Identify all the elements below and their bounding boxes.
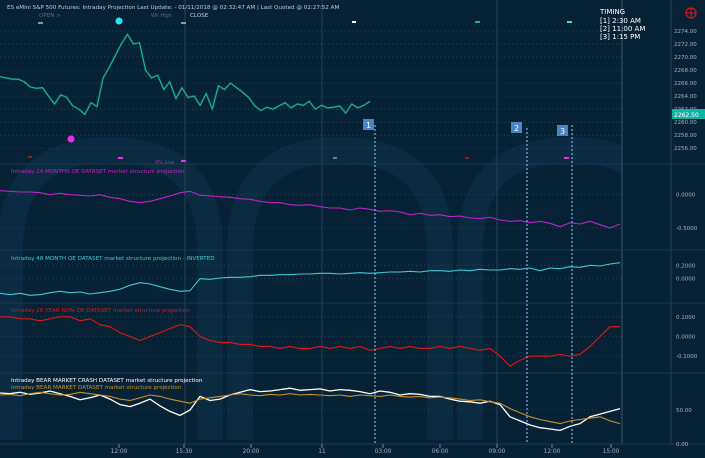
y-tick-label: 2258.00 bbox=[674, 133, 697, 139]
timing-item-1: [1] 2:30 AM bbox=[600, 17, 641, 25]
last-price-tag bbox=[672, 109, 705, 119]
marker-1-box bbox=[363, 119, 374, 130]
x-tick-label: 12:00 bbox=[544, 449, 561, 454]
bear-crash-label: Intraday BEAR MARKET CRASH DATASET marke… bbox=[11, 378, 203, 384]
series-line-qe24-0 bbox=[0, 190, 621, 229]
series-line-bear-0 bbox=[0, 387, 621, 432]
session-separators bbox=[184, 0, 498, 444]
timing-item-2: [2] 11:00 AM bbox=[600, 25, 645, 33]
x-tick-label: 06:00 bbox=[432, 449, 449, 454]
timing-markers: 1 2 3 bbox=[363, 119, 568, 136]
y-tick-label: 2256.00 bbox=[674, 146, 697, 152]
y-tick-label: 50.00 bbox=[676, 408, 692, 414]
marker-2-label: 2 bbox=[514, 124, 519, 133]
bear-label: Intraday BEAR MARKET DATASET market stru… bbox=[11, 385, 182, 391]
timing-box: TIMING [1] 2:30 AM [2] 11:00 AM [3] 1:15… bbox=[599, 8, 645, 41]
crosshair-icon[interactable] bbox=[685, 7, 697, 19]
x-tick-label: 11 bbox=[318, 449, 326, 454]
y-tick-label: 0.0000 bbox=[676, 193, 696, 199]
y-tick-label: 2270.00 bbox=[674, 55, 697, 61]
x-tick-label: 15:30 bbox=[176, 449, 193, 454]
right-axis-area bbox=[622, 0, 705, 454]
marker-3-label: 3 bbox=[560, 127, 565, 136]
series-layer bbox=[0, 31, 621, 432]
series-line-bear-1 bbox=[0, 391, 621, 425]
timing-title: TIMING bbox=[599, 8, 625, 16]
qe48-label: Intraday 48 MONTH QE DATASET market stru… bbox=[11, 256, 215, 262]
y-tick-label: 2268.00 bbox=[674, 68, 697, 74]
high-dot bbox=[115, 17, 123, 25]
timing-item-3: [3] 1:15 PM bbox=[600, 33, 640, 41]
series-line-nonqe-0 bbox=[0, 316, 620, 367]
y-tick-label: 2266.00 bbox=[674, 81, 697, 87]
close-label: CLOSE bbox=[190, 13, 209, 19]
y-tick-label: 2264.00 bbox=[674, 94, 697, 100]
marker-1-label: 1 bbox=[366, 121, 371, 130]
timing-marker-lines bbox=[374, 125, 573, 444]
open-label: OPEN > bbox=[39, 13, 61, 19]
high-label: Wk High bbox=[151, 13, 172, 19]
y-tick-label: 0.0000 bbox=[676, 277, 696, 283]
x-tick-label: 20:00 bbox=[243, 449, 260, 454]
marker-3-box bbox=[557, 125, 568, 136]
x-tick-label: 03:00 bbox=[375, 449, 392, 454]
y-tick-label: -0.1000 bbox=[676, 354, 698, 360]
x-tick-label: 15:00 bbox=[603, 449, 620, 454]
low-tag: 9% Low bbox=[155, 160, 174, 166]
level-ticks bbox=[28, 21, 572, 162]
y-tick-label: 2272.00 bbox=[674, 42, 697, 48]
y-tick-label: 0.1000 bbox=[676, 315, 696, 321]
y-tick-label: 2260.00 bbox=[674, 120, 697, 126]
last-price-value: 2262.50 bbox=[674, 112, 699, 119]
low-dot bbox=[67, 135, 75, 143]
x-tick-label: 12:00 bbox=[111, 449, 128, 454]
y-tick-label: 0.0000 bbox=[676, 335, 696, 341]
nonqe-label: Intraday 20 YEAR NON-QE DATASET market s… bbox=[11, 308, 190, 314]
y-tick-label: -0.5000 bbox=[676, 226, 698, 232]
chart-title: ES eMini S&P 500 Futures: Intraday Proje… bbox=[7, 5, 339, 11]
series-line-price-0 bbox=[0, 33, 371, 115]
y-tick-label: 0.00 bbox=[676, 442, 689, 448]
series-line-qe48-0 bbox=[0, 262, 621, 296]
panel-separators bbox=[0, 163, 705, 445]
y-tick-label: 0.2000 bbox=[676, 263, 696, 269]
x-tick-labels: 12:00 15:30 20:00 11 03:00 06:00 09:00 12:00 15:… bbox=[111, 444, 620, 455]
qe24-label: Intraday 24 MONTHS QE DATASET market str… bbox=[11, 169, 185, 175]
marker-2-box bbox=[511, 122, 522, 133]
y-tick-label: 2274.00 bbox=[674, 29, 697, 35]
x-tick-label: 09:00 bbox=[489, 449, 506, 454]
